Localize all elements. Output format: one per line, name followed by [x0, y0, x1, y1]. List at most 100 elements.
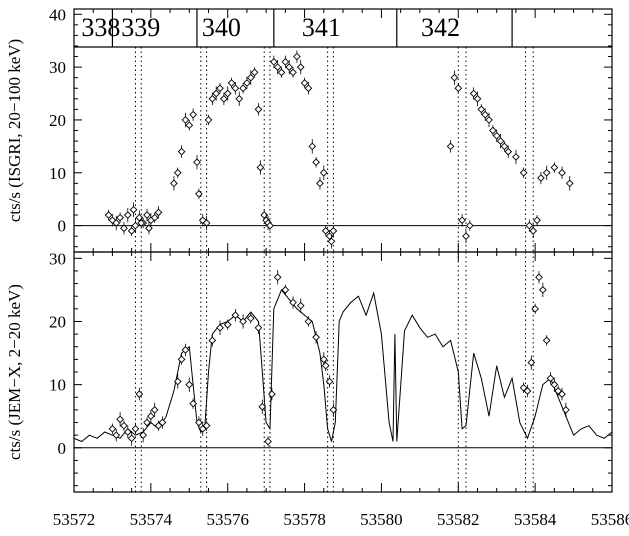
data-point: [562, 406, 570, 414]
data-point: [154, 208, 163, 217]
data-point: [254, 105, 263, 114]
y-axis-label: cts/s (ISGRI, 20−100 keV): [5, 39, 24, 222]
data-point: [308, 142, 317, 151]
data-point: [542, 168, 551, 177]
data-point: [239, 84, 247, 93]
y-tick-label: 20: [49, 111, 66, 130]
data-point: [204, 116, 213, 124]
data-point: [304, 84, 313, 93]
data-point: [312, 333, 320, 342]
x-tick-label: 53572: [53, 510, 96, 529]
data-point: [329, 227, 338, 235]
data-point: [173, 168, 182, 177]
data-point: [319, 168, 328, 177]
data-point: [285, 63, 294, 71]
data-point: [542, 336, 551, 345]
data-point: [223, 320, 232, 329]
data-point: [108, 216, 117, 225]
data-point: [120, 421, 128, 430]
data-point: [147, 412, 155, 421]
data-point: [268, 390, 276, 398]
jemx-model-line: [74, 288, 612, 443]
data-point: [258, 402, 267, 411]
data-point: [223, 89, 232, 98]
data-point: [269, 57, 278, 66]
data-point: [446, 142, 455, 151]
data-point: [531, 305, 539, 313]
data-point: [189, 110, 197, 119]
data-point: [321, 361, 330, 370]
data-point: [143, 211, 151, 219]
data-point: [116, 415, 124, 424]
data-point: [158, 418, 167, 427]
y-tick-label: 40: [49, 5, 66, 24]
data-point: [216, 84, 224, 93]
data-point: [537, 174, 545, 182]
data-point: [477, 105, 486, 114]
data-point: [504, 147, 513, 156]
data-point: [181, 116, 190, 124]
data-point: [458, 216, 466, 225]
data-point: [135, 390, 144, 398]
data-point: [123, 428, 132, 436]
data-point: [565, 179, 574, 188]
data-point: [246, 314, 255, 323]
data-point: [325, 377, 334, 386]
data-point: [112, 431, 121, 439]
data-point: [220, 94, 228, 103]
data-point: [496, 137, 505, 145]
revolution-label: 340: [202, 13, 241, 42]
data-point: [189, 399, 197, 408]
data-point: [277, 68, 286, 77]
data-point: [127, 227, 136, 235]
data-point: [202, 219, 211, 227]
data-point: [469, 89, 478, 98]
data-point: [177, 355, 186, 364]
data-point: [281, 57, 290, 66]
data-point: [116, 213, 124, 222]
data-point: [177, 147, 186, 156]
data-point: [489, 126, 497, 135]
revolution-label: 342: [421, 13, 460, 42]
data-point: [312, 158, 320, 167]
y-tick-label: 20: [49, 312, 66, 331]
data-point: [289, 68, 297, 77]
data-point: [538, 286, 547, 294]
y-tick-label: 10: [49, 376, 66, 395]
data-point: [129, 205, 138, 214]
data-point: [519, 168, 528, 177]
data-point: [239, 317, 247, 326]
data-point: [150, 213, 159, 222]
data-point: [193, 158, 201, 167]
data-point: [195, 418, 203, 427]
data-point: [135, 213, 144, 222]
data-point: [329, 406, 338, 414]
data-point: [246, 73, 255, 82]
data-point: [481, 110, 490, 119]
data-point: [500, 142, 509, 151]
revolution-label: 338: [81, 13, 120, 42]
data-point: [181, 346, 190, 354]
data-point: [112, 219, 121, 227]
data-point: [170, 179, 178, 188]
data-point: [523, 387, 532, 395]
data-point: [321, 227, 330, 235]
data-point: [293, 52, 301, 61]
y-tick-label: 10: [49, 164, 66, 183]
data-point: [473, 94, 482, 103]
axis-frame: [73, 251, 613, 493]
data-point: [273, 273, 282, 282]
x-tick-label: 53578: [283, 510, 326, 529]
data-point: [216, 323, 224, 332]
data-point: [254, 323, 263, 332]
revolution-label: 341: [302, 13, 341, 42]
data-point: [525, 221, 534, 230]
data-point: [304, 317, 313, 326]
data-point: [127, 434, 136, 443]
data-point: [227, 79, 236, 87]
y-tick-label: 30: [49, 58, 66, 77]
data-point: [185, 380, 194, 389]
data-point: [108, 425, 117, 433]
revolution-label: 339: [121, 13, 160, 42]
data-point: [104, 211, 113, 219]
